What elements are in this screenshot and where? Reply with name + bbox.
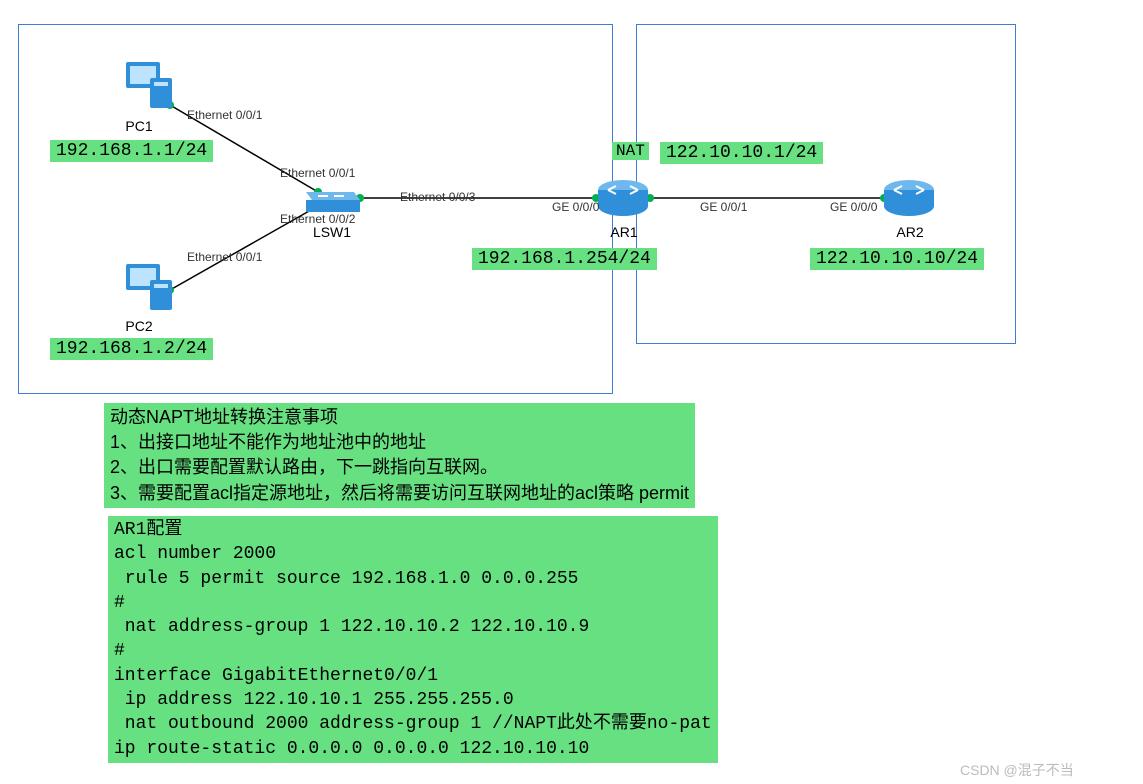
notes-line: 1、出接口地址不能作为地址池中的地址	[110, 432, 426, 452]
notes-line: 动态NAPT地址转换注意事项	[110, 407, 338, 427]
config-block: AR1配置 acl number 2000 rule 5 permit sour…	[108, 516, 718, 763]
device-pc1	[120, 58, 176, 119]
config-line: nat outbound 2000 address-group 1 //NAPT…	[114, 714, 712, 734]
watermark: CSDN @混子不当	[960, 760, 1074, 780]
pc1-ip: 192.168.1.1/24	[50, 140, 213, 162]
pc-icon	[120, 260, 176, 316]
port-label: Ethernet 0/0/3	[400, 190, 475, 204]
device-ar1	[594, 178, 652, 223]
router-icon	[880, 178, 938, 218]
ar1-ip-right: 122.10.10.1/24	[660, 142, 823, 164]
device-ar2	[880, 178, 938, 223]
device-pc2	[120, 260, 176, 321]
port-label: GE 0/0/0	[830, 200, 877, 214]
ar2-ip-below: 122.10.10.10/24	[810, 248, 984, 270]
port-label: Ethernet 0/0/1	[280, 166, 355, 180]
router-icon	[594, 178, 652, 218]
pc-icon	[120, 58, 176, 114]
ar2-label: AR2	[886, 224, 934, 240]
config-title: AR1配置	[114, 520, 182, 540]
config-line: #	[114, 641, 125, 661]
config-line: #	[114, 593, 125, 613]
port-label: Ethernet 0/0/1	[187, 108, 262, 122]
config-line: rule 5 permit source 192.168.1.0 0.0.0.2…	[114, 569, 578, 589]
ar1-label: AR1	[600, 224, 648, 240]
region-right	[636, 24, 1016, 344]
pc2-label: PC2	[114, 318, 164, 334]
port-label: GE 0/0/0	[552, 200, 599, 214]
pc1-label: PC1	[114, 118, 164, 134]
notes-block: 动态NAPT地址转换注意事项 1、出接口地址不能作为地址池中的地址 2、出口需要…	[104, 403, 695, 508]
config-line: ip route-static 0.0.0.0 0.0.0.0 122.10.1…	[114, 739, 589, 759]
config-line: nat address-group 1 122.10.10.2 122.10.1…	[114, 617, 589, 637]
notes-line: 3、需要配置acl指定源地址，然后将需要访问互联网地址的acl策略 permit	[110, 483, 689, 503]
config-line: interface GigabitEthernet0/0/1	[114, 666, 438, 686]
port-label: GE 0/0/1	[700, 200, 747, 214]
port-label: Ethernet 0/0/2	[280, 212, 355, 226]
lsw1-label: LSW1	[300, 224, 364, 240]
pc2-ip: 192.168.1.2/24	[50, 338, 213, 360]
diagram-canvas: PC1 192.168.1.1/24 PC2 192.168.1.2/24 LS…	[0, 0, 1143, 784]
config-line: acl number 2000	[114, 544, 276, 564]
ar1-ip-below: 192.168.1.254/24	[472, 248, 657, 270]
config-line: ip address 122.10.10.1 255.255.255.0	[114, 690, 514, 710]
port-label: Ethernet 0/0/1	[187, 250, 262, 264]
notes-line: 2、出口需要配置默认路由，下一跳指向互联网。	[110, 457, 498, 477]
ar1-nat: NAT	[612, 142, 649, 160]
